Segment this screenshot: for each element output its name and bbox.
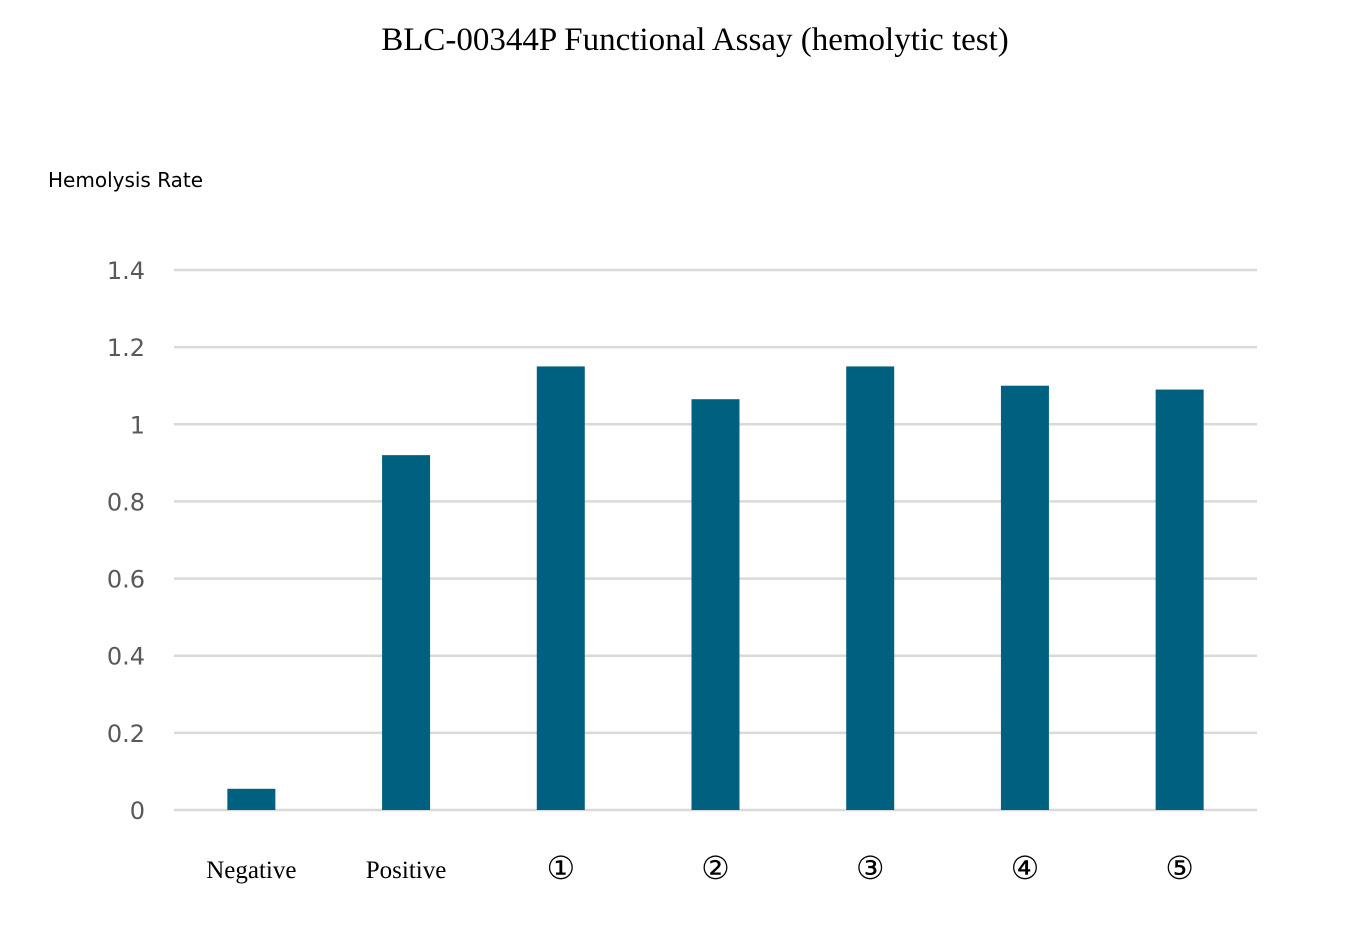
chart-title: BLC-00344P Functional Assay (hemolytic t… (381, 22, 1009, 58)
bar (382, 455, 431, 810)
x-tick-label: ② (701, 849, 730, 887)
bar (227, 788, 276, 810)
x-tick-label: ④ (1011, 849, 1040, 887)
bar (536, 366, 585, 810)
x-tick-label: ③ (856, 849, 885, 887)
bars (227, 366, 1204, 810)
bar (1155, 389, 1204, 810)
bar (846, 366, 895, 810)
x-tick-label: Positive (366, 857, 447, 884)
x-tick-label: ⑤ (1165, 849, 1194, 887)
y-tick-label: 0.8 (107, 488, 145, 516)
y-axis-label: Hemolysis Rate (48, 168, 204, 192)
y-tick-label: 0.2 (107, 720, 145, 748)
x-axis-ticks: Negative Positive ① ② ③ ④ ⑤ (206, 849, 1194, 887)
y-tick-label: 0.6 (107, 566, 145, 594)
y-tick-label: 1.4 (107, 257, 145, 285)
bar (691, 399, 740, 810)
y-tick-label: 0 (130, 797, 145, 825)
y-tick-label: 1 (130, 411, 145, 439)
x-tick-label: ① (546, 849, 575, 887)
y-axis-ticks: 0 0.2 0.4 0.6 0.8 1 1.2 1.4 (107, 257, 145, 825)
y-tick-label: 0.4 (107, 643, 145, 671)
bar (1000, 385, 1049, 810)
y-tick-label: 1.2 (107, 334, 145, 362)
x-tick-label: Negative (206, 857, 296, 884)
